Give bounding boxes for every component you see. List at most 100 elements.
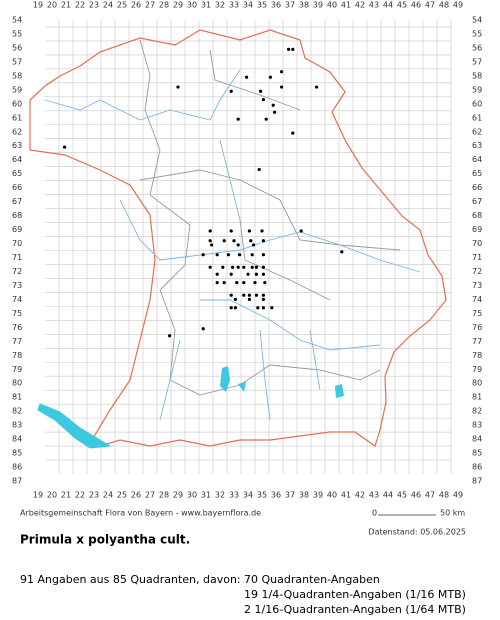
- row-label: 86: [472, 463, 482, 472]
- occurrence-dot: [261, 253, 265, 257]
- column-label: 47: [425, 491, 435, 500]
- row-label: 73: [472, 281, 482, 290]
- row-label: 71: [472, 253, 482, 262]
- row-label: 63: [12, 141, 22, 150]
- column-label: 38: [299, 491, 309, 500]
- column-label: 29: [173, 1, 183, 10]
- river: [44, 69, 421, 421]
- row-label: 82: [472, 407, 482, 416]
- column-label: 20: [47, 1, 57, 10]
- detail: 2 1/16-Quadranten-Angaben (1/64 MTB): [244, 603, 466, 616]
- occurrence-dot: [235, 281, 239, 285]
- column-label: 36: [271, 1, 281, 10]
- occurrence-dot: [242, 281, 246, 285]
- row-label: 60: [472, 99, 482, 108]
- row-label: 55: [12, 29, 22, 38]
- row-label: 65: [12, 169, 22, 178]
- column-label: 48: [439, 1, 449, 10]
- occurrence-dot: [222, 281, 226, 285]
- occurrence-dot: [208, 239, 212, 243]
- occurrence-dot: [232, 239, 236, 243]
- occurrence-dot: [259, 89, 263, 93]
- row-label: 69: [472, 225, 482, 234]
- column-label: 44: [383, 491, 393, 500]
- occurrence-dot: [176, 85, 180, 89]
- row-label: 66: [472, 183, 482, 192]
- row-label: 72: [12, 267, 22, 276]
- column-label: 21: [61, 1, 71, 10]
- occurrence-dot: [247, 293, 251, 297]
- occurrence-dot: [249, 239, 253, 243]
- occurrence-dot: [252, 243, 256, 247]
- column-label: 43: [369, 491, 379, 500]
- occurrence-dot: [315, 85, 319, 89]
- occurrence-dot: [264, 117, 268, 121]
- column-label: 22: [75, 1, 85, 10]
- occurrence-dot: [280, 85, 284, 89]
- occurrence-dot: [215, 253, 219, 257]
- column-label: 24: [103, 1, 113, 10]
- occurrence-dot: [233, 306, 237, 310]
- occurrence-dot: [222, 239, 226, 243]
- row-label: 60: [12, 99, 22, 108]
- occurrence-dot: [261, 239, 265, 243]
- row-label: 85: [472, 449, 482, 458]
- occurrence-dot: [233, 297, 237, 301]
- row-label: 74: [472, 295, 482, 304]
- column-label: 39: [313, 1, 323, 10]
- occurrence-dot: [261, 98, 265, 102]
- row-label: 64: [472, 155, 482, 164]
- occurrence-dot: [215, 281, 219, 285]
- row-label: 81: [472, 393, 482, 402]
- occurrence-dot: [208, 265, 212, 269]
- column-label: 49: [453, 1, 463, 10]
- column-label: 31: [201, 1, 211, 10]
- column-label: 39: [313, 491, 323, 500]
- column-label: 22: [75, 491, 85, 500]
- row-label: 76: [472, 323, 482, 332]
- row-label: 77: [472, 337, 482, 346]
- state-border: [29, 29, 447, 447]
- row-label: 68: [12, 211, 22, 220]
- points: [63, 47, 344, 338]
- occurrence-dot: [229, 229, 233, 233]
- occurrence-dot: [208, 229, 212, 233]
- row-label: 74: [12, 295, 22, 304]
- occurrence-dot: [236, 265, 240, 269]
- occurrence-dot: [340, 250, 344, 254]
- occurrence-dot: [236, 117, 240, 121]
- row-label: 82: [12, 407, 22, 416]
- occurrence-dot: [273, 110, 277, 114]
- column-label: 19: [33, 1, 43, 10]
- occurrence-dot: [254, 265, 258, 269]
- occurrence-dot: [280, 70, 284, 74]
- column-label: 45: [397, 491, 407, 500]
- column-label: 28: [159, 491, 169, 500]
- column-label: 48: [439, 491, 449, 500]
- row-label: 80: [472, 379, 482, 388]
- row-label: 79: [12, 365, 22, 374]
- row-label: 70: [472, 239, 482, 248]
- occurrence-dot: [261, 306, 265, 310]
- row-label: 78: [12, 351, 22, 360]
- column-label: 32: [215, 1, 225, 10]
- row-label: 67: [12, 197, 22, 206]
- row-label: 56: [472, 43, 482, 52]
- row-label: 61: [12, 113, 22, 122]
- row-label: 64: [12, 155, 22, 164]
- column-label: 35: [257, 491, 267, 500]
- row-label: 54: [472, 16, 482, 25]
- occurrence-dot: [261, 297, 265, 301]
- row-label: 68: [472, 211, 482, 220]
- row-label: 75: [12, 309, 22, 318]
- district-border: [139, 39, 401, 396]
- occurrence-dot: [257, 167, 261, 172]
- row-label: 85: [12, 449, 22, 458]
- column-label: 25: [117, 1, 127, 10]
- column-label: 21: [61, 491, 71, 500]
- column-label: 33: [229, 1, 239, 10]
- occurrence-dot: [260, 229, 264, 233]
- column-label: 35: [257, 1, 267, 10]
